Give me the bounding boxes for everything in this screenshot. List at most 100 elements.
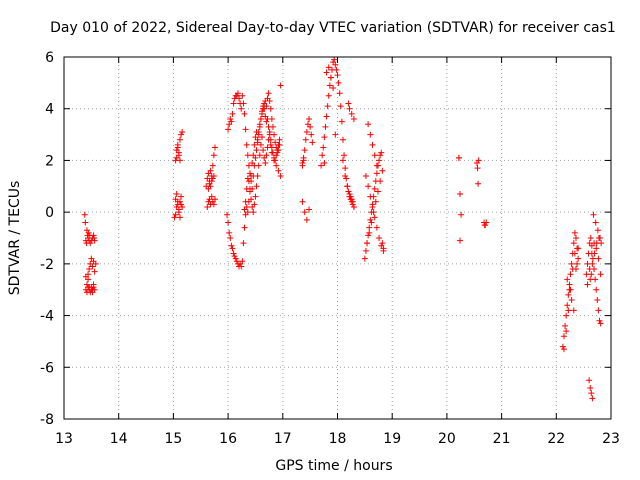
data-point [344,183,351,190]
data-point [230,250,237,257]
data-point [268,149,275,156]
data-point [559,343,566,350]
y-tick-label: -8 [40,412,54,428]
data-point [228,118,235,125]
y-tick-label: 4 [45,102,54,118]
y-tick-label: -6 [40,360,54,376]
data-point [238,105,245,112]
data-point [347,193,354,200]
data-point [275,147,282,154]
data-point [259,134,266,141]
data-point [348,196,355,203]
data-point [82,219,89,226]
data-point [85,229,92,236]
data-point [331,56,338,63]
data-point [263,103,270,110]
data-point [208,178,215,185]
data-point [241,110,248,117]
data-point [564,302,571,309]
data-point [597,235,604,241]
data-point [210,201,217,208]
data-point [560,346,567,353]
data-point [208,193,215,200]
data-point [319,152,326,159]
data-point [225,126,232,133]
data-point [302,136,309,143]
data-point [207,167,214,174]
data-point [335,79,342,86]
data-point [367,216,374,223]
data-point [238,263,245,270]
data-point [244,175,251,182]
data-point [255,162,262,169]
data-point [587,276,594,283]
data-point [301,147,308,154]
data-point [85,276,92,283]
data-point [475,180,482,187]
data-point [306,116,313,123]
data-point [267,141,274,148]
data-point [252,154,259,161]
data-point [330,85,337,92]
y-tick-label: -2 [40,257,54,273]
data-point [204,203,211,210]
data-point [374,188,381,195]
data-point [230,100,237,107]
x-tick-label: 22 [547,431,565,447]
data-point [176,136,183,143]
data-point [372,198,379,205]
data-point [234,90,241,97]
x-tick-label: 18 [329,431,347,447]
data-point [210,152,217,159]
data-point [586,377,593,384]
chart-title: Day 010 of 2022, Sidereal Day-to-day VTE… [50,20,616,36]
data-point [593,286,600,293]
data-point [376,235,383,241]
data-point [575,255,582,262]
x-tick-label: 16 [219,431,237,447]
data-point [566,281,573,288]
data-point [251,201,258,208]
data-point [178,131,185,138]
data-point [597,271,604,278]
data-point [85,271,92,278]
data-point [349,198,356,205]
data-point [367,193,374,200]
data-point [318,162,325,169]
data-point [322,123,329,130]
data-point [246,170,253,177]
data-point [332,61,339,68]
data-point [300,157,307,164]
data-point [269,123,276,130]
data-point [562,322,569,329]
data-point [241,224,248,231]
data-point [264,144,271,151]
data-point [245,162,252,169]
data-point [362,247,369,254]
data-point [227,116,234,123]
data-point [321,160,328,167]
data-point [91,237,98,244]
data-point [590,211,597,218]
data-point [378,149,385,156]
data-point [339,136,346,143]
data-point [342,172,349,179]
x-tick-label: 19 [383,431,401,447]
data-point [369,203,376,210]
y-tick-label: -4 [40,309,54,325]
data-point [276,136,283,143]
data-point [89,263,96,270]
data-point [565,307,572,314]
data-point [299,198,306,205]
data-point [376,157,383,164]
data-point [90,232,97,239]
data-point [207,183,214,190]
x-tick-label: 13 [55,431,73,447]
data-point [369,141,376,148]
data-point [563,312,570,319]
data-point [255,131,262,138]
data-point [307,123,314,130]
data-point [240,100,247,107]
data-point [267,105,274,112]
